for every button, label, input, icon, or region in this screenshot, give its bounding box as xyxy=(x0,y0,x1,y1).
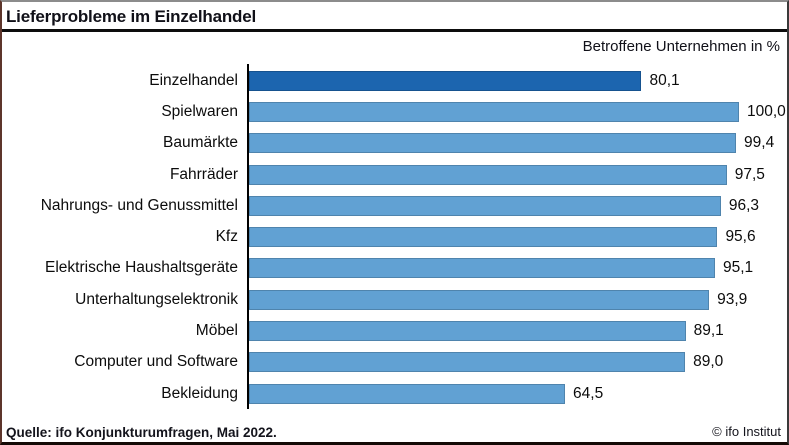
bar-area: 100,0 xyxy=(249,96,787,127)
value-label: 95,1 xyxy=(722,259,754,277)
bar-area: 95,1 xyxy=(249,253,787,284)
category-label: Baumärkte xyxy=(163,134,238,152)
bar xyxy=(249,195,721,216)
bar-row: Spielwaren 100,0 xyxy=(2,96,787,127)
bar-rows: Einzelhandel 80,1 Spielwaren 100,0 Baumä… xyxy=(2,65,787,409)
value-label: 80,1 xyxy=(649,71,680,89)
category-label: Kfz xyxy=(215,228,238,246)
value-label: 97,5 xyxy=(734,165,765,183)
bar-area: 95,6 xyxy=(249,221,787,252)
bar-area: 80,1 xyxy=(249,65,787,96)
category-label: Bekleidung xyxy=(161,384,238,402)
bar-row: Elektrische Haushaltsgeräte 95,1 xyxy=(2,253,787,284)
bar xyxy=(249,321,686,342)
value-label: 89,0 xyxy=(693,353,724,371)
value-label: 100,0 xyxy=(747,102,786,120)
chart-subtitle: Betroffene Unternehmen in % xyxy=(582,38,780,55)
category-label: Spielwaren xyxy=(161,102,238,120)
category-label: Möbel xyxy=(195,322,238,340)
bar-area: 93,9 xyxy=(249,284,787,315)
bar-row: Einzelhandel 80,1 xyxy=(2,65,787,96)
y-axis-line xyxy=(247,64,249,409)
category-label: Einzelhandel xyxy=(149,71,238,89)
bar-row: Möbel 89,1 xyxy=(2,315,787,346)
category-label: Elektrische Haushaltsgeräte xyxy=(45,259,238,277)
bar xyxy=(249,383,566,404)
bar xyxy=(249,133,737,154)
bar-area: 99,4 xyxy=(249,128,787,159)
bar-row: Nahrungs- und Genussmittel 96,3 xyxy=(2,190,787,221)
value-label: 99,4 xyxy=(744,134,775,152)
bar xyxy=(249,164,727,185)
bar-area: 89,1 xyxy=(249,315,787,346)
category-label: Fahrräder xyxy=(169,165,238,183)
bar-area: 64,5 xyxy=(249,378,787,409)
title-underline xyxy=(2,29,787,32)
value-label: 64,5 xyxy=(573,384,604,402)
bar-chart: Einzelhandel 80,1 Spielwaren 100,0 Baumä… xyxy=(2,62,787,410)
category-label: Nahrungs- und Genussmittel xyxy=(40,196,238,214)
value-label: 95,6 xyxy=(725,228,756,246)
bar xyxy=(249,101,739,122)
bar-area: 96,3 xyxy=(249,190,787,221)
copyright-note: © ifo Institut xyxy=(712,424,781,439)
category-label: Unterhaltungselektronik xyxy=(75,290,238,308)
bar xyxy=(249,227,718,248)
bar-row: Unterhaltungselektronik 93,9 xyxy=(2,284,787,315)
value-label: 93,9 xyxy=(717,290,748,308)
value-label: 89,1 xyxy=(693,322,724,340)
bar-row: Bekleidung 64,5 xyxy=(2,378,787,409)
bar-area: 97,5 xyxy=(249,159,787,190)
bar xyxy=(249,289,710,310)
bar-row: Fahrräder 97,5 xyxy=(2,159,787,190)
source-note: Quelle: ifo Konjunkturumfragen, Mai 2022… xyxy=(6,425,277,440)
bar-row: Computer und Software 89,0 xyxy=(2,347,787,378)
page-title: Lieferprobleme im Einzelhandel xyxy=(6,7,257,26)
bar-area: 89,0 xyxy=(249,347,787,378)
bar-row: Baumärkte 99,4 xyxy=(2,128,787,159)
bar xyxy=(249,70,642,91)
bar xyxy=(249,258,715,279)
bar-row: Kfz 95,6 xyxy=(2,221,787,252)
bar xyxy=(249,352,686,373)
category-label: Computer und Software xyxy=(74,353,238,371)
value-label: 96,3 xyxy=(728,196,760,214)
